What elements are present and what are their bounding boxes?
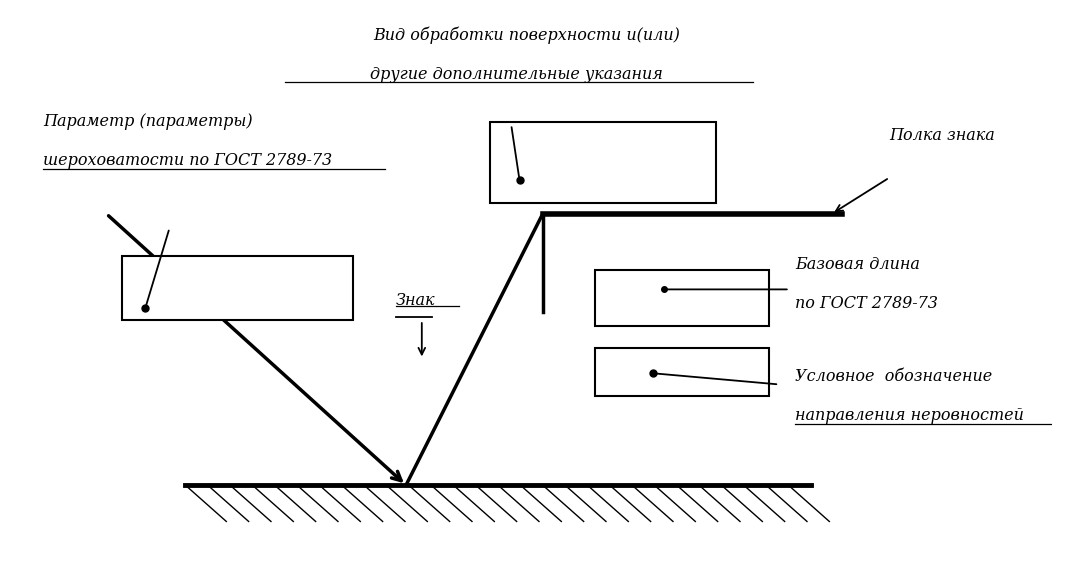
Text: Знак: Знак — [396, 292, 436, 309]
Bar — [595, 348, 769, 396]
Text: Условное  обозначение: Условное обозначение — [794, 368, 992, 384]
Text: Базовая длина: Базовая длина — [794, 256, 920, 273]
Text: Вид обработки поверхности и(или): Вид обработки поверхности и(или) — [373, 26, 680, 44]
Bar — [490, 121, 716, 203]
Text: направления неровностей: направления неровностей — [794, 407, 1024, 424]
Bar — [122, 256, 354, 320]
Text: по ГОСТ 2789-73: по ГОСТ 2789-73 — [794, 295, 938, 312]
Text: другие дополнительные указания: другие дополнительные указания — [370, 66, 663, 83]
Text: Полка знака: Полка знака — [889, 127, 995, 144]
Text: Параметр (параметры): Параметр (параметры) — [43, 113, 253, 130]
Bar — [595, 270, 769, 326]
Text: шероховатости по ГОСТ 2789-73: шероховатости по ГОСТ 2789-73 — [43, 152, 332, 169]
